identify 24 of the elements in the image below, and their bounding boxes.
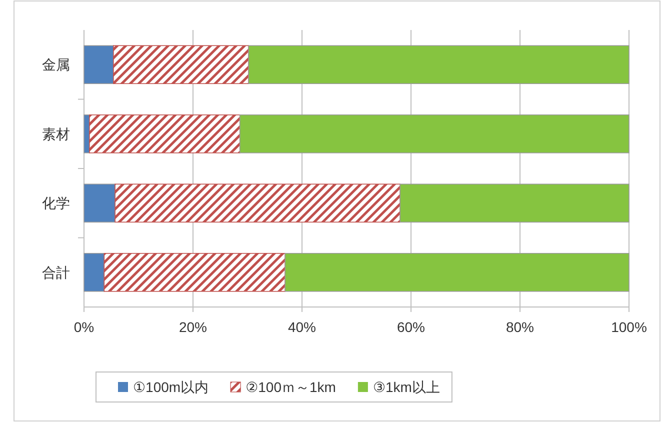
x-tick-label: 80% [506,319,534,335]
x-tick-label: 20% [178,319,208,335]
bar [400,184,630,223]
bar [89,114,240,154]
x-tick-label: 100% [611,319,647,335]
bar [84,184,116,223]
bar [284,252,630,292]
legend-label: ②100ｍ～1km [246,379,336,395]
bar [248,45,630,84]
x-tick-label: 0% [74,319,94,335]
bar [84,45,114,84]
bar [84,252,105,292]
y-tick-label: 化学 [42,195,70,212]
x-tick-label: 60% [396,319,426,335]
y-tick-label: 素材 [42,126,70,142]
bar [113,45,249,84]
legend-label: ③1km以上 [372,379,440,395]
bar [114,184,400,223]
bar [104,252,286,292]
x-tick-label: 40% [288,319,316,335]
legend-label: ①100m以内 [133,379,209,395]
y-tick-label: 金属 [42,56,70,73]
y-tick-label: 合計 [42,264,70,280]
bar [239,114,630,154]
